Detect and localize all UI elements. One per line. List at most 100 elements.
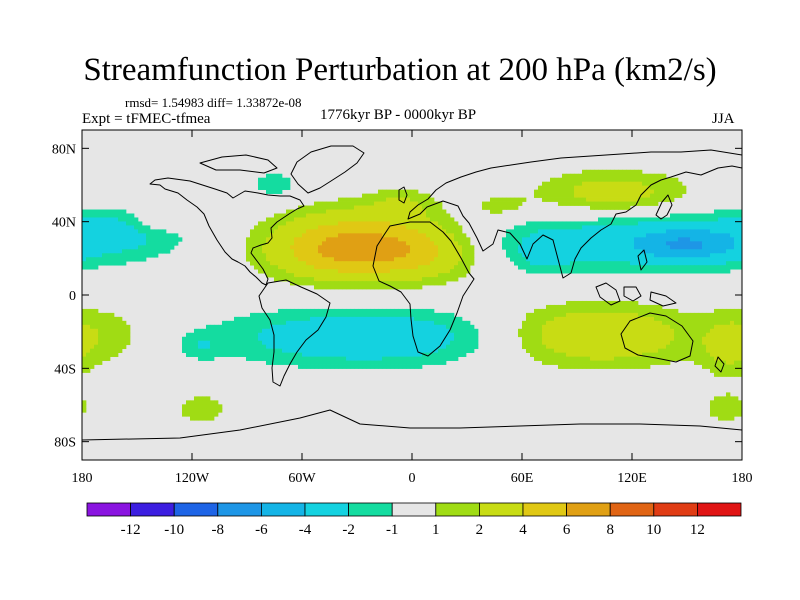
field-cell bbox=[330, 261, 335, 266]
field-cell bbox=[590, 332, 595, 338]
field-cell bbox=[110, 217, 115, 222]
field-cell bbox=[302, 320, 307, 326]
field-cell bbox=[94, 312, 99, 318]
field-cell bbox=[130, 217, 135, 222]
field-cell bbox=[374, 241, 379, 246]
field-cell bbox=[614, 269, 619, 274]
field-cell bbox=[690, 225, 695, 230]
field-cell bbox=[362, 328, 367, 334]
field-cell bbox=[670, 181, 675, 187]
colorbar-swatch bbox=[566, 502, 611, 517]
field-cell bbox=[634, 225, 639, 230]
field-cell bbox=[666, 189, 671, 194]
field-cell bbox=[398, 209, 403, 214]
field-cell bbox=[438, 356, 443, 361]
field-cell bbox=[422, 320, 427, 326]
field-cell bbox=[414, 217, 419, 222]
field-cell bbox=[454, 328, 459, 334]
field-cell bbox=[598, 320, 603, 326]
field-cell bbox=[394, 225, 399, 230]
field-cell bbox=[530, 225, 535, 230]
field-cell bbox=[458, 348, 463, 353]
field-cell bbox=[270, 221, 275, 226]
field-cell bbox=[162, 245, 167, 250]
field-cell bbox=[350, 205, 355, 210]
field-cell bbox=[590, 320, 595, 326]
field-cell bbox=[462, 245, 467, 250]
field-cell bbox=[574, 189, 579, 194]
field-cell bbox=[578, 229, 583, 234]
field-cell bbox=[418, 217, 423, 222]
field-cell bbox=[138, 225, 143, 230]
field-cell bbox=[622, 229, 627, 234]
field-cell bbox=[582, 300, 587, 306]
field-cell bbox=[422, 269, 427, 274]
field-cell bbox=[426, 261, 431, 266]
field-cell bbox=[346, 360, 351, 365]
field-cell bbox=[578, 241, 583, 246]
field-cell bbox=[630, 360, 635, 365]
field-cell bbox=[390, 328, 395, 334]
field-cell bbox=[530, 324, 535, 330]
field-cell bbox=[82, 265, 87, 270]
field-cell bbox=[686, 225, 691, 230]
field-cell bbox=[602, 320, 607, 326]
field-cell bbox=[246, 344, 251, 350]
field-cell bbox=[678, 253, 683, 258]
field-cell bbox=[310, 344, 315, 350]
field-cell bbox=[710, 408, 715, 413]
field-cell bbox=[306, 225, 311, 230]
field-cell bbox=[546, 324, 551, 330]
field-cell bbox=[266, 229, 271, 234]
field-cell bbox=[514, 201, 519, 206]
field-cell bbox=[654, 344, 659, 350]
field-cell bbox=[726, 364, 731, 369]
field-cell bbox=[342, 281, 347, 286]
field-cell bbox=[734, 253, 739, 258]
field-cell bbox=[610, 197, 615, 202]
field-cell bbox=[626, 332, 631, 338]
field-cell bbox=[126, 221, 131, 226]
field-cell bbox=[530, 249, 535, 254]
field-cell bbox=[390, 324, 395, 330]
field-cell bbox=[86, 312, 91, 318]
field-cell bbox=[722, 340, 727, 346]
field-cell bbox=[230, 332, 235, 338]
field-cell bbox=[246, 253, 251, 258]
field-cell bbox=[382, 336, 387, 342]
field-cell bbox=[374, 360, 379, 365]
field-cell bbox=[534, 344, 539, 350]
field-cell bbox=[170, 241, 175, 246]
field-cell bbox=[398, 277, 403, 282]
field-cell bbox=[238, 352, 243, 357]
field-cell bbox=[590, 241, 595, 246]
field-cell bbox=[318, 241, 323, 246]
field-cell bbox=[650, 225, 655, 230]
field-cell bbox=[290, 352, 295, 357]
field-cell bbox=[566, 257, 571, 262]
field-cell bbox=[306, 316, 311, 322]
field-cell bbox=[410, 312, 415, 318]
field-cell bbox=[690, 269, 695, 274]
field-cell bbox=[446, 261, 451, 266]
field-cell bbox=[398, 241, 403, 246]
field-cell bbox=[386, 229, 391, 234]
field-cell bbox=[454, 261, 459, 266]
field-cell bbox=[578, 308, 583, 314]
field-cell bbox=[350, 209, 355, 214]
field-cell bbox=[214, 332, 219, 338]
field-cell bbox=[382, 308, 387, 314]
field-cell bbox=[394, 209, 399, 214]
field-cell bbox=[422, 193, 427, 198]
field-cell bbox=[86, 217, 91, 222]
field-cell bbox=[282, 269, 287, 274]
field-cell bbox=[302, 356, 307, 361]
field-cell bbox=[582, 336, 587, 342]
field-cell bbox=[146, 229, 151, 234]
field-cell bbox=[322, 269, 327, 274]
field-cell bbox=[578, 225, 583, 230]
field-cell bbox=[338, 205, 343, 210]
field-cell bbox=[342, 213, 347, 218]
field-cell bbox=[690, 348, 695, 353]
field-cell bbox=[450, 352, 455, 357]
